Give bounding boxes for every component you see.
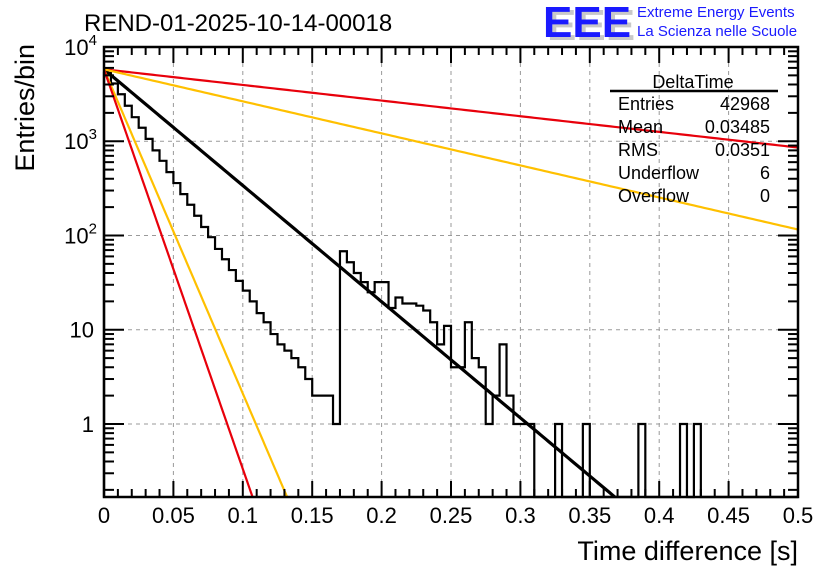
- histogram-bin: [458, 367, 465, 497]
- x-axis-label: Time difference [s]: [577, 536, 798, 566]
- histogram-bin: [194, 216, 201, 497]
- x-tick-label: 0.05: [152, 503, 195, 528]
- x-axis-ticks: 0 0.05 0.1 0.15 0.2 0.25 0.3 0.35 0.4 0.45 0.5: [98, 47, 813, 528]
- histogram-bin: [153, 150, 160, 497]
- curve-lower-yellow: [102, 68, 289, 498]
- histogram-bin: [298, 367, 305, 497]
- x-tick-label: 0.15: [291, 503, 334, 528]
- histogram-bin: [222, 259, 229, 497]
- x-tick-label: 0.25: [430, 503, 473, 528]
- fit-curves: [102, 68, 799, 499]
- y-tick-label: 1: [82, 412, 94, 437]
- histogram-bin: [389, 308, 396, 497]
- stats-label: Overflow: [618, 186, 690, 206]
- stats-value: 42968: [720, 94, 770, 114]
- histogram-bin: [132, 117, 139, 497]
- histogram: [102, 71, 798, 499]
- y-axis-ticks: 1 10 102 103 104: [64, 32, 798, 491]
- histogram-bin: [180, 194, 187, 497]
- histogram-bin: [486, 424, 493, 497]
- y-tick-label: 102: [64, 220, 97, 248]
- y-axis-label: Entries/bin: [10, 44, 40, 172]
- logo-mark: EEE: [543, 0, 631, 47]
- curve-fit: [102, 68, 616, 499]
- histogram-bin: [375, 282, 382, 497]
- logo-mark-shadow: EEE: [547, 1, 635, 50]
- histogram-bin: [264, 322, 271, 497]
- histogram-bin: [250, 301, 257, 497]
- curve-lower-red: [102, 68, 254, 498]
- stats-value: 0: [760, 186, 770, 206]
- histogram-bin: [333, 424, 340, 497]
- x-tick-label: 0: [98, 503, 110, 528]
- histogram-bin: [347, 262, 354, 497]
- stats-label: Entries: [618, 94, 674, 114]
- x-tick-label: 0.3: [505, 503, 536, 528]
- histogram-bin: [513, 424, 520, 497]
- eee-logo: EEE EEE Extreme Energy Events La Scienza…: [543, 0, 797, 50]
- histogram-bin: [291, 358, 298, 497]
- histogram-bin: [215, 249, 222, 497]
- logo-line-2: La Scienza nelle Scuole: [637, 23, 797, 40]
- stats-value: 6: [760, 163, 770, 183]
- y-tick-label: 10: [70, 318, 94, 343]
- histogram-bin: [229, 270, 236, 497]
- logo-line-1: Extreme Energy Events: [637, 4, 795, 21]
- x-tick-label: 0.5: [783, 503, 814, 528]
- histogram-bin: [278, 344, 285, 497]
- histogram-bin: [395, 297, 402, 497]
- histogram-bin: [187, 205, 194, 497]
- histogram-bin: [125, 106, 132, 497]
- histogram-bin: [312, 396, 319, 497]
- histogram-bin: [451, 367, 458, 497]
- stats-label: Underflow: [618, 163, 700, 183]
- histogram-bin: [319, 396, 326, 497]
- curve-upper-red: [103, 68, 799, 149]
- chart-title: REND-01-2025-10-14-00018: [84, 10, 392, 37]
- y-tick-label: 103: [64, 126, 97, 154]
- histogram-bin: [118, 94, 125, 497]
- x-tick-label: 0.4: [644, 503, 675, 528]
- curve-upper-yellow: [103, 68, 799, 231]
- histogram-bin: [257, 313, 264, 497]
- histogram-bin: [437, 344, 444, 497]
- histogram-bin: [382, 282, 389, 497]
- histogram-bin: [354, 273, 361, 497]
- histogram-bin: [305, 379, 312, 497]
- histogram-bin: [409, 303, 416, 497]
- histogram-bin: [402, 303, 409, 497]
- stats-value: 0.0351: [715, 140, 770, 160]
- stats-box: DeltaTime Entries 42968 Mean 0.03485 RMS 0.03…: [610, 72, 778, 206]
- stats-title: DeltaTime: [652, 72, 733, 92]
- histogram-outline: [102, 71, 798, 499]
- histogram-bin: [520, 424, 527, 497]
- x-tick-label: 0.35: [568, 503, 611, 528]
- stats-value: 0.03485: [705, 117, 770, 137]
- stats-label: Mean: [618, 117, 663, 137]
- histogram-bin: [368, 292, 375, 497]
- stats-label: RMS: [618, 140, 658, 160]
- x-tick-label: 0.45: [707, 503, 750, 528]
- y-tick-label: 104: [64, 32, 97, 60]
- histogram-bin: [361, 282, 368, 497]
- histogram-bin: [208, 237, 215, 497]
- x-tick-label: 0.1: [228, 503, 259, 528]
- x-tick-label: 0.2: [366, 503, 397, 528]
- histogram-bin: [173, 183, 180, 497]
